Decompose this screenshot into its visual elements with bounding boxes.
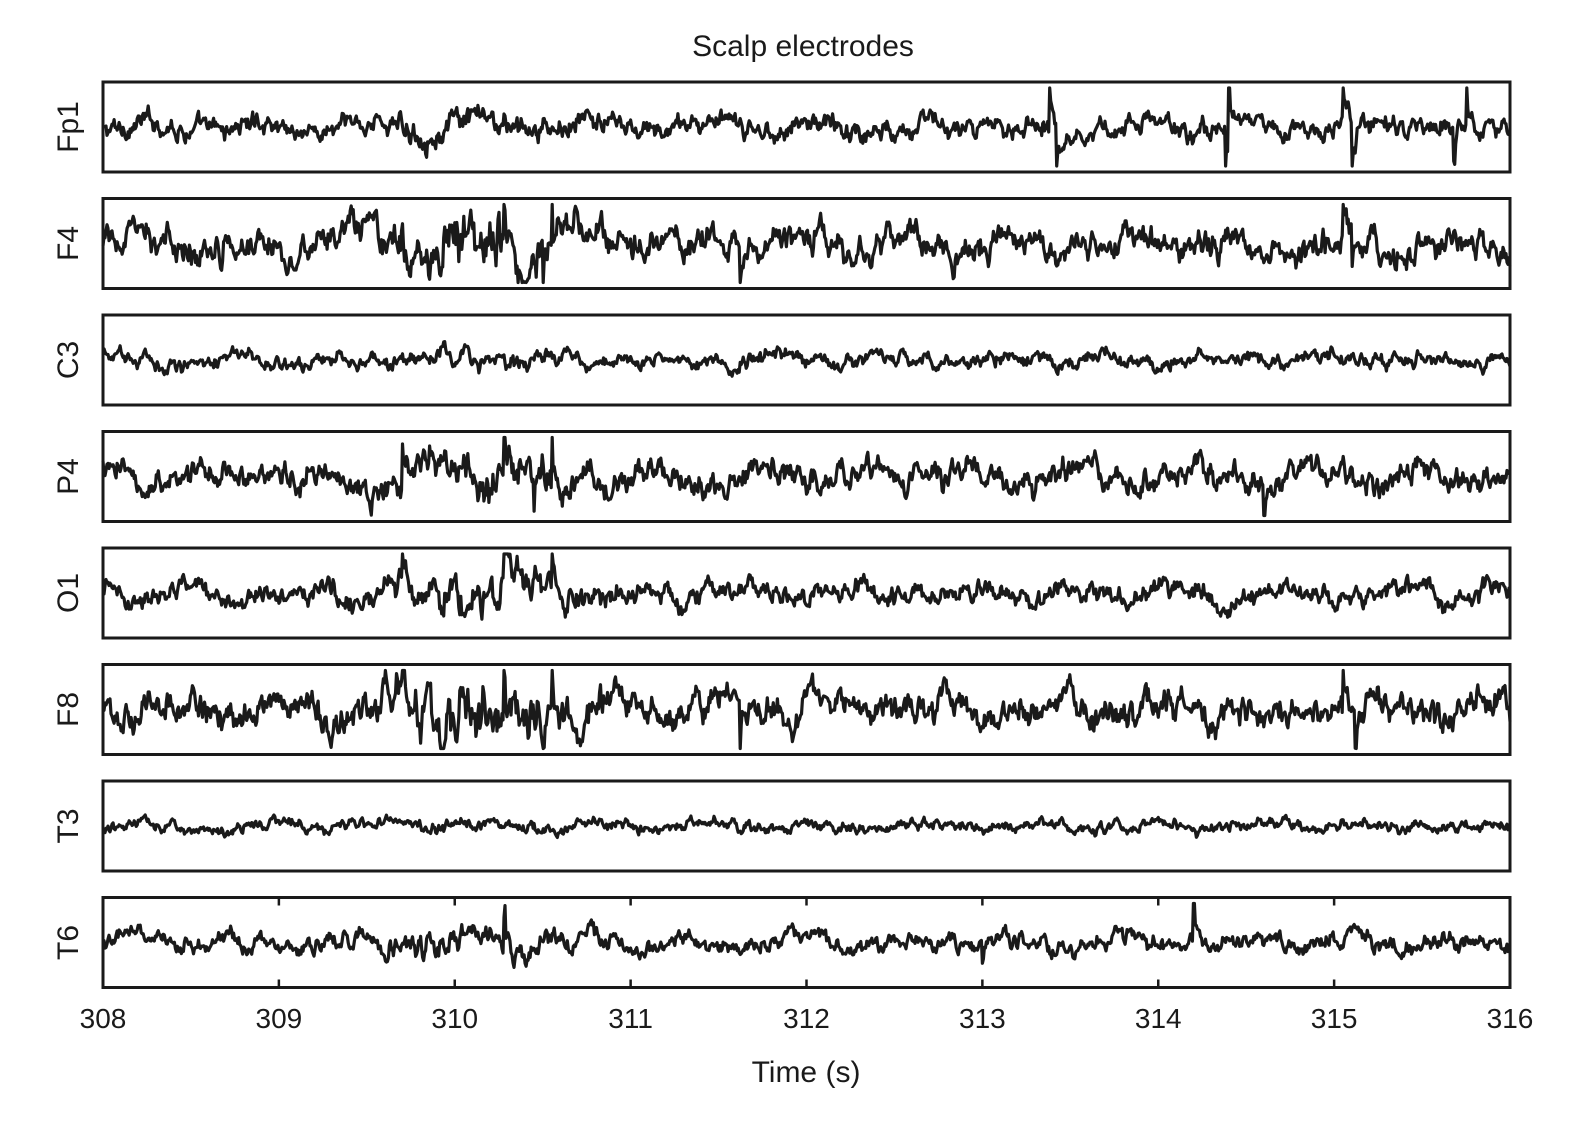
- panel-frame: [101, 313, 1512, 407]
- x-tick-label: 309: [256, 1003, 303, 1034]
- trace-f4: [101, 202, 1512, 285]
- x-tick-label: 315: [1311, 1003, 1358, 1034]
- x-axis-label: Time (s): [752, 1056, 861, 1089]
- x-tick-label: 313: [959, 1003, 1006, 1034]
- chart-title: Scalp electrodes: [692, 30, 914, 63]
- channel-c3: C3: [52, 313, 1512, 407]
- channel-label: P4: [52, 458, 85, 495]
- channel-label: F8: [52, 692, 85, 727]
- trace-t6: [101, 901, 1512, 969]
- trace-t3: [101, 813, 1512, 840]
- channel-f8: F8: [52, 663, 1512, 756]
- trace-o1: [101, 552, 1512, 621]
- channel-label: C3: [52, 341, 85, 379]
- channel-t6: T6: [52, 896, 1512, 989]
- channel-t3: T3: [52, 779, 1512, 873]
- trace-p4: [101, 435, 1512, 518]
- channel-o1: O1: [52, 546, 1512, 640]
- channel-f4: F4: [52, 197, 1512, 290]
- panel-frame: [101, 430, 1512, 523]
- panel-frame: [101, 896, 1512, 989]
- x-tick-label: 308: [80, 1003, 127, 1034]
- channel-label: T3: [52, 808, 85, 843]
- x-axis-ticks: 308 309 310 311 312 313 314 315 316: [80, 1003, 1534, 1034]
- trace-fp1: [102, 86, 1511, 168]
- trace-c3: [101, 340, 1512, 378]
- channel-panels: Fp1 F4 C3 P4 O1 F8 T3 T6: [52, 80, 1512, 989]
- channel-label: Fp1: [52, 101, 85, 153]
- channel-p4: P4: [52, 430, 1512, 523]
- channel-label: T6: [52, 925, 85, 960]
- trace-f8: [101, 668, 1512, 751]
- channel-fp1: Fp1: [52, 80, 1512, 174]
- channel-label: F4: [52, 226, 85, 261]
- x-tick-label: 311: [608, 1003, 653, 1034]
- x-tick-label: 310: [431, 1003, 478, 1034]
- x-tick-label: 312: [783, 1003, 830, 1034]
- x-tick-label: 316: [1487, 1003, 1534, 1034]
- x-tick-label: 314: [1135, 1003, 1182, 1034]
- channel-label: O1: [52, 573, 85, 613]
